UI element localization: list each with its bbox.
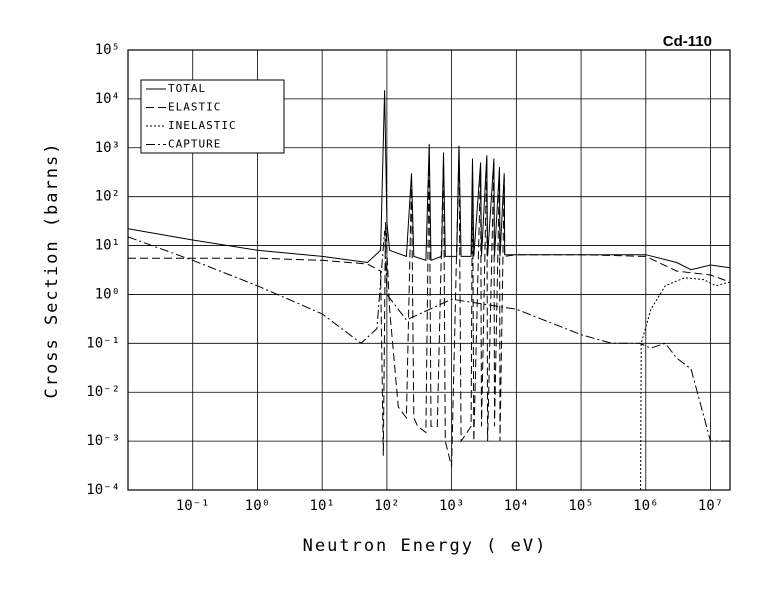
y-tick-label: 10¹ (95, 238, 120, 254)
legend-label: TOTAL (168, 82, 206, 95)
y-tick-label: 10⁻³ (86, 433, 120, 449)
y-tick-label: 10³ (95, 140, 120, 156)
series-line (640, 277, 730, 490)
x-tick-label: 10³ (439, 498, 464, 514)
y-axis-label: Cross Section (barns) (42, 142, 62, 399)
legend-label: ELASTIC (168, 101, 221, 114)
x-tick-label: 10¹ (310, 498, 335, 514)
y-tick-label: 10² (95, 189, 120, 205)
series-line (128, 147, 730, 467)
y-tick-label: 10⁴ (95, 91, 120, 107)
y-tick-label: 10⁰ (95, 286, 120, 302)
y-tick-label: 10⁻⁴ (86, 482, 120, 498)
legend-label: CAPTURE (168, 138, 221, 151)
x-tick-label: 10⁶ (633, 498, 658, 514)
x-tick-label: 10⁵ (568, 498, 593, 514)
x-axis-label: Neutron Energy ( eV) (303, 536, 548, 556)
chart-title: Cd-110 (663, 33, 712, 50)
legend-label: INELASTIC (168, 119, 237, 132)
x-tick-label: 10⁰ (245, 498, 270, 514)
x-tick-label: 10² (374, 498, 399, 514)
series-line (128, 230, 730, 442)
x-tick-label: 10⁻¹ (176, 498, 210, 514)
y-tick-label: 10⁻² (86, 384, 120, 400)
y-tick-label: 10⁻¹ (86, 335, 120, 351)
legend-box (140, 79, 285, 154)
x-tick-label: 10⁴ (504, 498, 529, 514)
y-tick-label: 10⁵ (95, 42, 120, 58)
x-tick-label: 10⁷ (698, 498, 723, 514)
series-line (128, 90, 730, 271)
